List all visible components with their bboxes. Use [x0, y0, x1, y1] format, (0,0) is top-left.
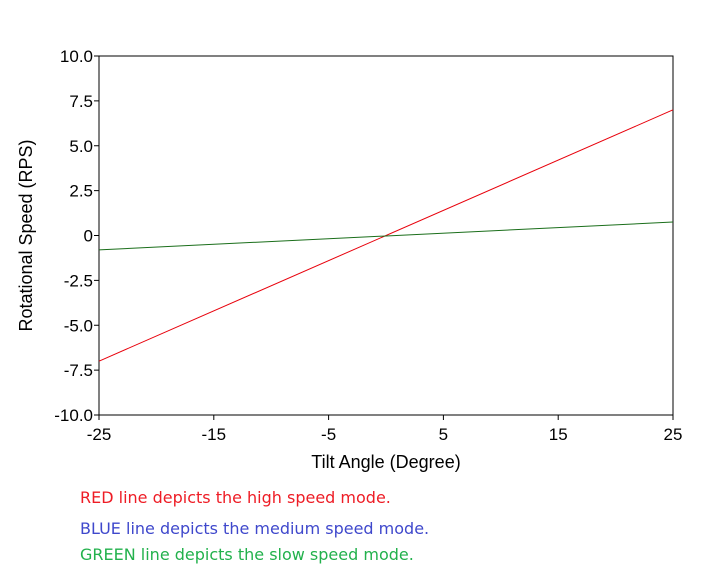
- y-tick-label: -5.0: [64, 316, 93, 335]
- y-tick-label: 2.5: [69, 182, 93, 201]
- y-tick-label: 0: [84, 227, 93, 246]
- x-axis-title: Tilt Angle (Degree): [311, 452, 460, 472]
- x-tick-label: 25: [664, 425, 683, 444]
- x-axis-ticks: -25 -15 -5 5 15 25: [87, 415, 683, 444]
- y-tick-label: -10.0: [54, 406, 93, 425]
- x-tick-label: 5: [439, 425, 448, 444]
- y-tick-label: 10.0: [60, 47, 93, 66]
- y-tick-label: 5.0: [69, 137, 93, 156]
- x-tick-label: -15: [202, 425, 227, 444]
- y-tick-label: -7.5: [64, 361, 93, 380]
- y-axis-title: Rotational Speed (RPS): [16, 139, 36, 331]
- y-tick-label: 7.5: [69, 92, 93, 111]
- series-layer: [98, 109, 674, 362]
- x-tick-label: -25: [87, 425, 112, 444]
- y-tick-label: -2.5: [64, 271, 93, 290]
- caption-red-line: RED line depicts the high speed mode.: [80, 488, 391, 507]
- line-chart: 10.0 7.5 5.0 2.5 0 -2.5 -5.0 -7.5 -10.0 -25 -15 -5…: [16, 47, 683, 472]
- x-tick-label: -5: [321, 425, 336, 444]
- x-tick-label: 15: [549, 425, 568, 444]
- caption-blue-line: BLUE line depicts the medium speed mode.: [80, 519, 430, 538]
- y-axis-ticks: 10.0 7.5 5.0 2.5 0 -2.5 -5.0 -7.5 -10.0: [54, 47, 99, 425]
- caption-green-line: GREEN line depicts the slow speed mode.: [80, 545, 414, 564]
- series-line-1: [98, 221, 674, 251]
